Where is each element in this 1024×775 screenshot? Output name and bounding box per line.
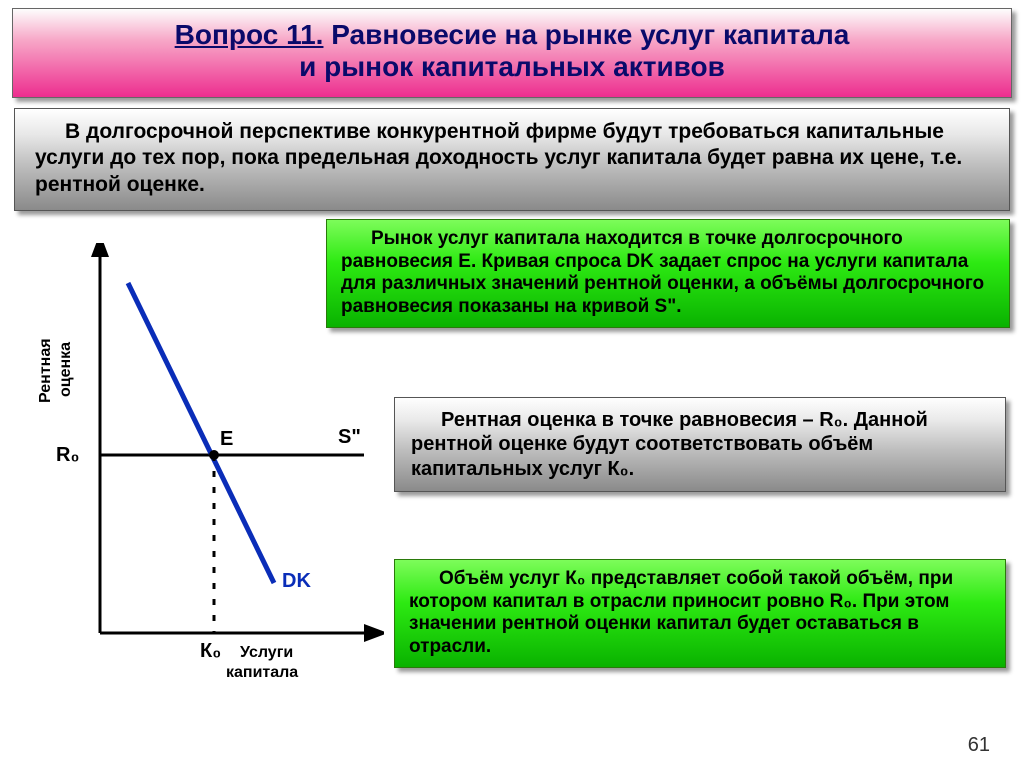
green-box-1: Рынок услуг капитала находится в точке д…	[326, 219, 1010, 328]
svg-text:DK: DK	[282, 570, 311, 592]
svg-text:S": S"	[338, 426, 361, 448]
title-rest: Равновесие на рынке услуг капитала	[323, 19, 849, 50]
svg-text:E: E	[220, 428, 233, 450]
svg-text:Рентная: Рентная	[37, 338, 54, 403]
silver-box-1: В долгосрочной перспективе конкурентной …	[14, 108, 1010, 211]
green-box-2: Объём услуг К₀ представляет собой такой …	[394, 559, 1006, 668]
page-number: 61	[968, 734, 990, 757]
svg-text:К₀: К₀	[200, 640, 221, 662]
svg-text:Услуги: Услуги	[240, 644, 293, 661]
title-prefix: Вопрос 11.	[175, 19, 324, 50]
svg-text:оценка: оценка	[57, 342, 74, 397]
title-line2: и рынок капитальных активов	[33, 51, 991, 83]
silver-box-2: Рентная оценка в точке равновесия – R₀. …	[394, 397, 1006, 492]
title-line1: Вопрос 11. Равновесие на рынке услуг кап…	[33, 19, 991, 51]
svg-text:капитала: капитала	[226, 664, 298, 681]
svg-text:R₀: R₀	[56, 444, 79, 466]
content-area: E S" DK R₀ К₀ Услуги капитала Рентнаяоценка Рын…	[0, 219, 1024, 739]
title-banner: Вопрос 11. Равновесие на рынке услуг кап…	[12, 8, 1012, 98]
